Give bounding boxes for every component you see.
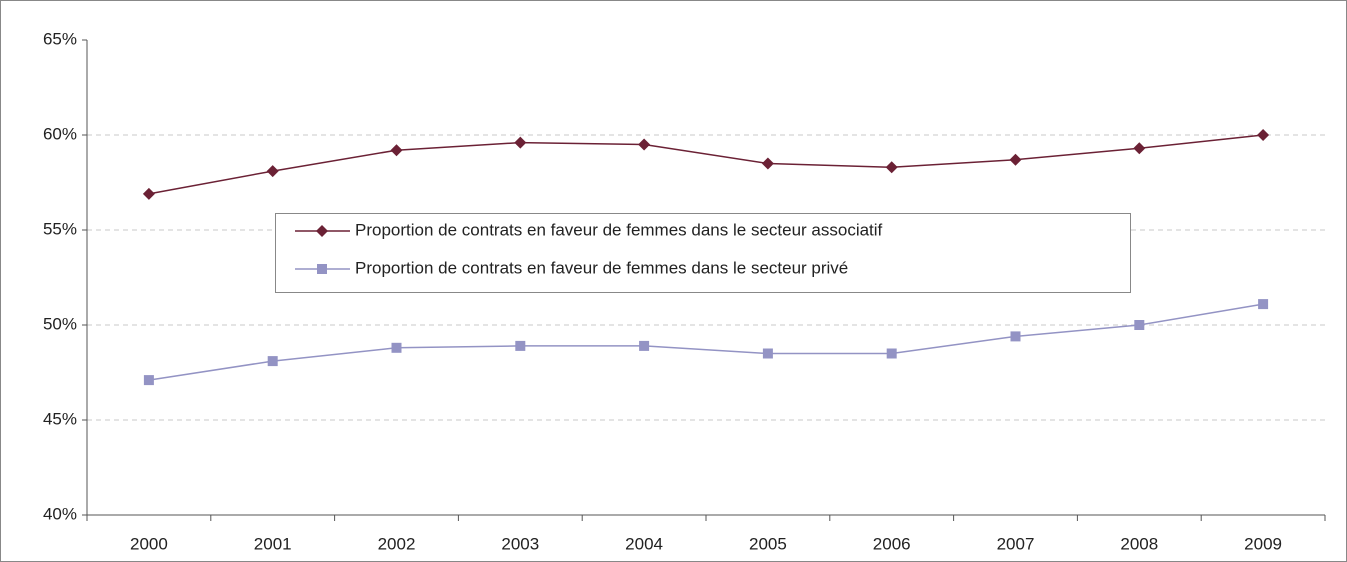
x-tick-label: 2008 [1120, 534, 1158, 553]
marker [1258, 299, 1269, 310]
marker [266, 165, 279, 178]
marker [638, 138, 651, 151]
marker [762, 348, 773, 359]
marker [316, 225, 328, 237]
x-tick-label: 2007 [997, 534, 1035, 553]
marker [143, 375, 154, 386]
marker [390, 144, 403, 157]
marker [1009, 153, 1022, 166]
marker [886, 348, 897, 359]
marker [317, 264, 327, 274]
legend-label: Proportion de contrats en faveur de femm… [355, 220, 883, 239]
x-tick-label: 2002 [378, 534, 416, 553]
y-tick-label: 50% [43, 314, 77, 333]
marker [639, 340, 650, 351]
marker [761, 157, 774, 170]
legend-box [275, 213, 1131, 293]
x-tick-label: 2003 [501, 534, 539, 553]
x-tick-label: 2009 [1244, 534, 1282, 553]
marker [1134, 320, 1145, 330]
marker [267, 356, 278, 367]
x-tick-label: 2006 [873, 534, 911, 553]
x-tick-label: 2001 [254, 534, 292, 553]
x-tick-label: 2000 [130, 534, 168, 553]
marker [142, 187, 155, 200]
y-tick-label: 65% [43, 29, 77, 48]
marker [514, 136, 527, 149]
marker [1133, 142, 1146, 155]
x-tick-label: 2005 [749, 534, 787, 553]
y-tick-label: 40% [43, 504, 77, 523]
series-line [148, 134, 1264, 195]
x-tick-label: 2004 [625, 534, 663, 553]
marker [885, 161, 898, 174]
marker [391, 342, 402, 353]
y-tick-label: 55% [43, 219, 77, 238]
series-line [148, 303, 1264, 381]
legend-label: Proportion de contrats en faveur de femm… [355, 258, 848, 277]
marker [515, 340, 526, 351]
marker [1010, 331, 1021, 342]
y-tick-label: 60% [43, 124, 77, 143]
marker [1257, 129, 1270, 141]
y-tick-label: 45% [43, 409, 77, 428]
